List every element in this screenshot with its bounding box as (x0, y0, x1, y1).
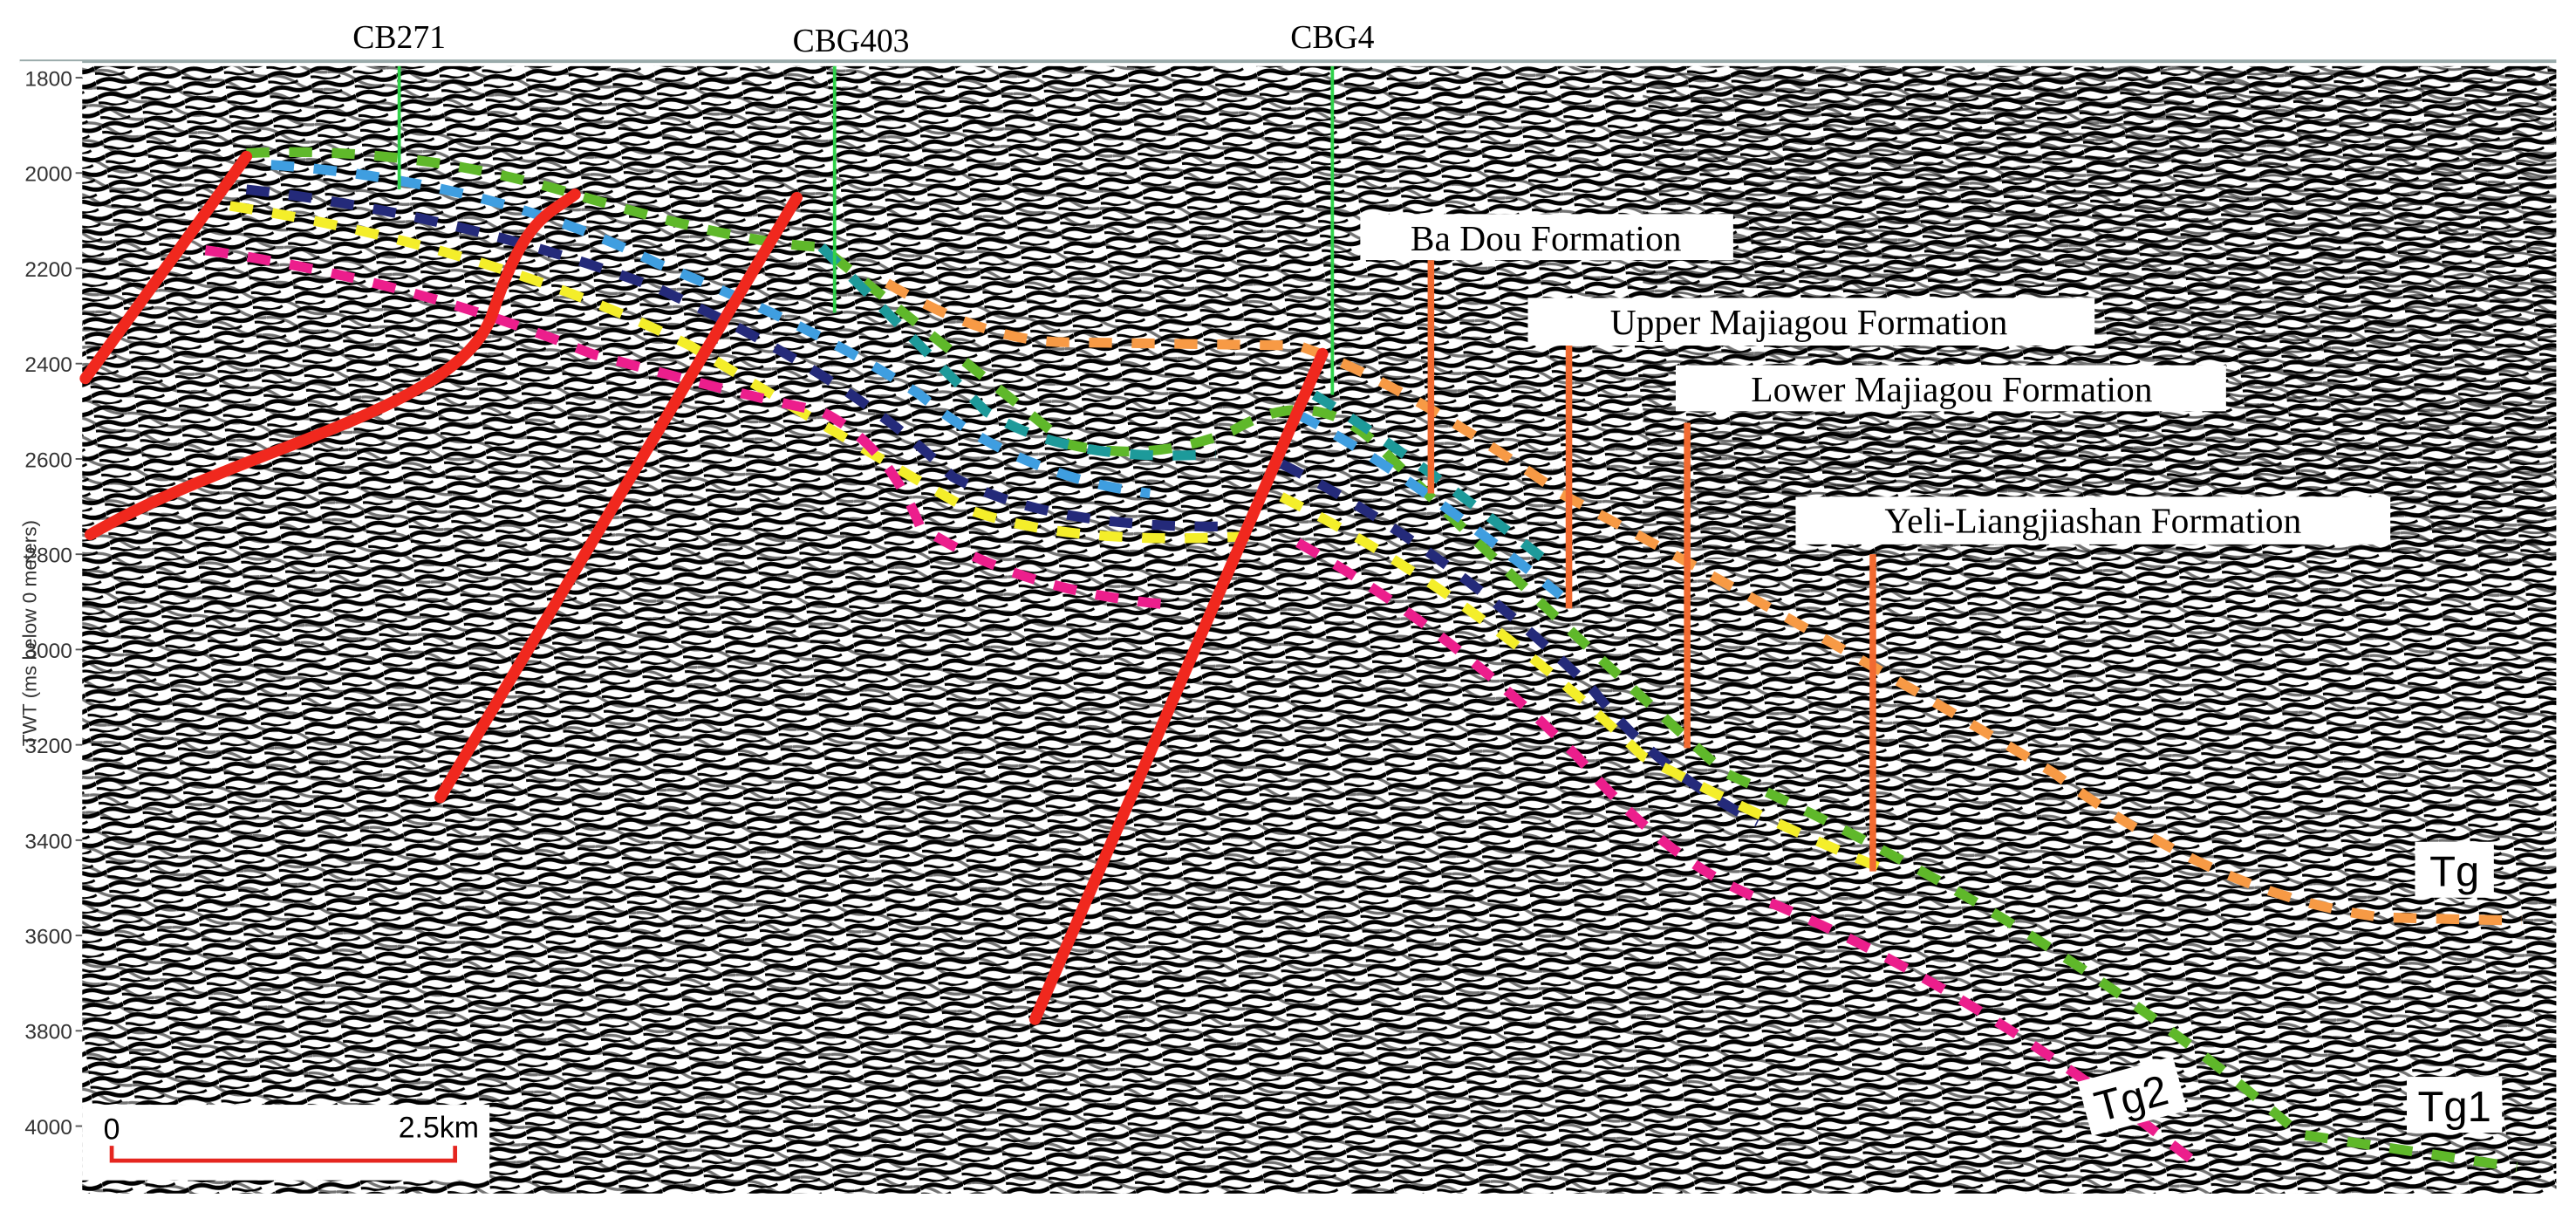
y-tick-label: 3200 (24, 735, 72, 758)
label-box (2407, 1077, 2503, 1133)
label-box (2415, 841, 2494, 898)
fault (434, 191, 803, 804)
label-box (1675, 365, 2226, 412)
y-tick-label: 3400 (24, 830, 72, 853)
scale-bar-box (82, 1105, 490, 1181)
scale-bar-start: 0 (104, 1113, 120, 1147)
horizon-navy (245, 184, 1760, 827)
label-box (1360, 214, 1733, 261)
horizon-blue (270, 160, 1564, 599)
well-label: CBG403 (793, 23, 910, 59)
well-label: CBG4 (1290, 19, 1374, 56)
y-tick-label: 3600 (24, 926, 72, 949)
horizon-tg2 (204, 245, 2205, 1172)
y-tick-label: 2200 (24, 258, 72, 282)
horizon-yellow (229, 201, 1891, 876)
scale-bar (109, 1146, 458, 1163)
y-tick-label: 3000 (24, 640, 72, 663)
formation-label: Lower Majiagou Formation (1751, 369, 2152, 409)
y-tick-label: 2800 (24, 544, 72, 568)
y-tick-label: 2000 (24, 163, 72, 187)
y-tick-label: 4000 (24, 1116, 72, 1140)
horizon-label: Tg (2429, 849, 2479, 896)
y-tick-label: 3800 (24, 1021, 72, 1044)
y-tick-label: 1800 (24, 67, 72, 91)
axis-panel (19, 61, 83, 1195)
y-tick-label: 2600 (24, 449, 72, 472)
horizon-label: Tg1 (2417, 1084, 2491, 1131)
label-box (1527, 298, 2095, 346)
formation-label: Upper Majiagou Formation (1610, 302, 2008, 342)
fault (84, 188, 581, 541)
well-label: CB271 (352, 19, 446, 56)
fault (1028, 347, 1329, 1025)
fault (79, 150, 253, 385)
scale-bar-end: 2.5km (399, 1112, 479, 1145)
formation-label: Yeli-Liangjiashan Formation (1884, 501, 2301, 541)
y-axis-label: TWT (ms below 0 meters) (18, 520, 40, 746)
horizon-teal (817, 243, 1548, 564)
horizon-tg (885, 278, 2522, 926)
label-box (2077, 1056, 2188, 1136)
y-tick-label: 2400 (24, 353, 72, 377)
formation-label: Ba Dou Formation (1411, 218, 1682, 258)
label-box (1795, 496, 2391, 544)
